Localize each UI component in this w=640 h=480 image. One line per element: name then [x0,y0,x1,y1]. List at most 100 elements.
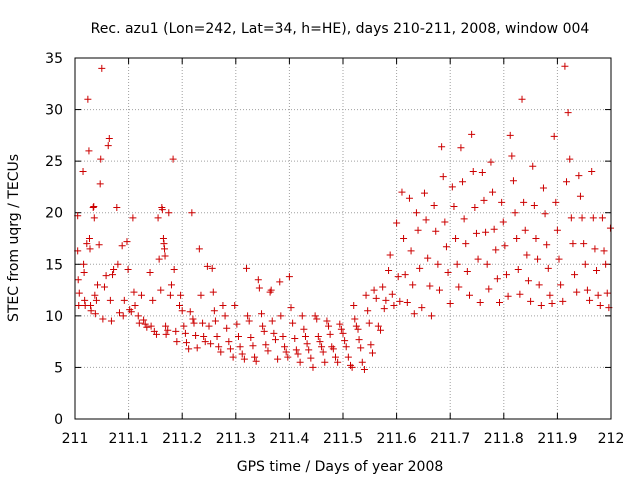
data-point [164,326,172,334]
data-point [217,348,225,356]
data-point [195,245,203,253]
data-point [162,322,170,330]
data-point [160,240,168,248]
y-tick-label: 0 [54,412,63,428]
data-point [118,242,126,250]
data-point [152,330,160,338]
data-point [394,273,402,281]
data-point [480,196,488,204]
data-point [279,332,287,340]
data-point [321,358,329,366]
data-point [115,309,123,317]
data-point [541,210,549,218]
data-point [231,302,239,310]
data-point [80,260,88,268]
data-point [334,358,342,366]
plot-frame [74,57,612,420]
data-point [603,289,611,297]
data-point [147,322,155,330]
data-point [372,294,380,302]
data-point [180,322,188,330]
data-point [259,322,267,330]
data-point [268,317,276,325]
data-point [213,332,221,340]
data-point [131,302,139,310]
data-point [561,62,569,70]
data-point [487,158,495,166]
data-point [207,340,215,348]
data-point [563,178,571,186]
data-point [388,290,396,298]
data-point [311,312,319,320]
data-point [80,269,88,277]
data-point [201,338,209,346]
data-point [137,291,145,299]
data-point [223,324,231,332]
grid-lines [75,58,611,419]
data-point [471,204,479,212]
data-point [84,95,92,103]
data-point [289,319,297,327]
data-point [581,260,589,268]
data-point [434,260,442,268]
data-point [119,312,127,320]
data-point [393,219,401,227]
data-point [326,330,334,338]
data-point [513,235,521,242]
data-point [534,255,542,263]
data-point [594,291,602,299]
x-tick-label: 211.5 [323,431,363,447]
data-point [329,345,337,353]
data-point [249,342,257,350]
data-point [342,343,350,351]
data-point [357,344,365,352]
data-point [262,341,270,349]
x-tick-label: 211.7 [430,431,470,447]
data-point [105,134,113,142]
data-point [379,283,387,291]
data-point [355,336,363,344]
data-point [351,315,359,323]
data-point [502,271,510,279]
data-point [530,201,538,209]
data-point [81,296,89,304]
data-point [600,247,608,255]
data-point [165,209,173,217]
data-point [182,339,190,347]
data-point [382,296,390,304]
data-point [91,310,99,318]
data-point [416,264,424,272]
data-point [110,265,118,273]
data-point [294,350,302,358]
data-point [129,214,137,222]
data-point [124,265,132,273]
x-tick-label: 211.9 [537,431,577,447]
data-point [446,299,454,307]
data-point [325,322,333,330]
data-point [169,155,177,163]
data-point [474,255,482,263]
data-point [229,353,237,361]
y-tick-label: 20 [45,206,63,222]
data-point [588,167,596,175]
data-point [107,317,115,325]
data-point [236,343,244,351]
data-point [400,235,408,242]
data-point [240,355,248,363]
data-point [258,310,266,318]
data-point [426,282,434,290]
data-point [243,264,251,272]
data-point [476,298,484,306]
data-point [178,307,186,315]
data-point [586,296,594,304]
data-point [252,357,260,365]
data-point [316,338,324,346]
data-point [410,310,418,318]
data-point [506,131,514,139]
data-point [210,307,218,315]
data-point [527,297,535,305]
data-point [154,214,162,222]
data-point [398,188,406,196]
data-point [350,302,358,310]
data-point [255,284,263,292]
